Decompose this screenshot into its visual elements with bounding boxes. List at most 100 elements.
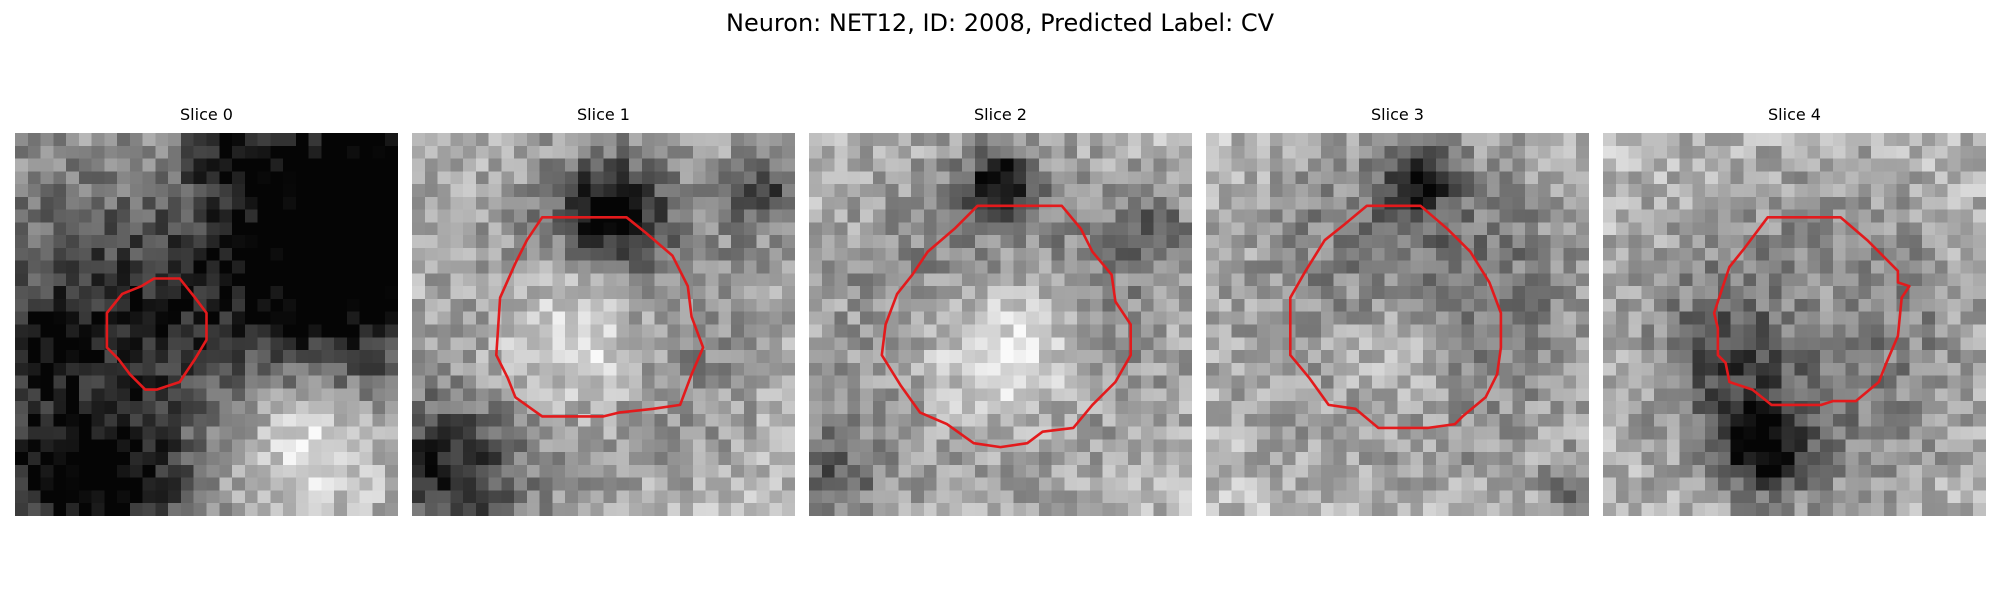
pixel bbox=[412, 350, 426, 364]
pixel bbox=[475, 426, 490, 440]
pixel bbox=[860, 298, 874, 313]
pixel bbox=[1922, 401, 1936, 415]
pixel bbox=[1934, 133, 1949, 147]
pixel bbox=[1896, 477, 1910, 492]
pixel bbox=[412, 375, 426, 389]
pixel bbox=[1692, 350, 1706, 364]
pixel bbox=[1641, 388, 1655, 402]
pixel bbox=[923, 311, 938, 326]
pixel bbox=[270, 375, 284, 389]
pixel bbox=[1423, 311, 1437, 326]
pixel bbox=[244, 311, 259, 326]
pixel bbox=[769, 247, 783, 262]
pixel bbox=[1820, 184, 1834, 198]
pixel bbox=[27, 196, 42, 211]
pixel bbox=[1166, 247, 1180, 262]
pixel bbox=[1654, 464, 1668, 479]
pixel bbox=[1896, 133, 1910, 147]
pixel bbox=[1295, 413, 1309, 428]
pixel bbox=[705, 375, 719, 389]
pixel bbox=[629, 362, 643, 377]
pixel bbox=[463, 503, 477, 516]
pixel bbox=[15, 298, 29, 313]
pixel bbox=[321, 426, 335, 440]
pixel bbox=[168, 490, 182, 504]
pixel bbox=[1768, 133, 1783, 147]
pixel bbox=[834, 171, 848, 185]
pixel bbox=[680, 350, 694, 364]
pixel bbox=[1960, 171, 1974, 185]
pixel bbox=[1832, 401, 1847, 415]
pixel bbox=[321, 350, 335, 364]
pixel bbox=[206, 158, 220, 172]
pixel bbox=[1346, 337, 1360, 351]
pixel bbox=[1499, 375, 1513, 389]
pixel bbox=[629, 350, 643, 364]
pixel bbox=[1000, 362, 1014, 377]
pixel bbox=[769, 426, 783, 440]
pixel bbox=[872, 413, 887, 428]
pixel bbox=[1832, 222, 1847, 236]
pixel bbox=[1231, 490, 1245, 504]
pixel bbox=[180, 503, 195, 516]
pixel bbox=[488, 171, 502, 185]
pixel bbox=[1435, 401, 1450, 415]
pixel bbox=[667, 490, 681, 504]
pixel bbox=[1692, 133, 1706, 147]
pixel bbox=[616, 273, 630, 287]
pixel bbox=[1641, 401, 1655, 415]
pixel bbox=[1832, 133, 1847, 147]
pixel bbox=[565, 324, 579, 338]
pixel bbox=[667, 439, 681, 453]
pixel bbox=[219, 362, 233, 377]
pixel bbox=[1308, 452, 1322, 466]
pixel bbox=[1641, 311, 1655, 326]
pixel bbox=[334, 158, 348, 172]
pixel bbox=[1231, 324, 1245, 338]
pixel bbox=[1077, 375, 1091, 389]
pixel bbox=[1102, 464, 1116, 479]
pixel bbox=[27, 273, 42, 287]
pixel bbox=[1320, 490, 1335, 504]
pixel bbox=[1244, 145, 1258, 160]
pixel bbox=[923, 273, 938, 287]
pixel bbox=[923, 401, 938, 415]
pixel bbox=[834, 158, 848, 172]
pixel bbox=[232, 464, 246, 479]
pixel bbox=[1705, 235, 1719, 249]
pixel bbox=[1883, 375, 1898, 389]
pixel bbox=[193, 222, 208, 236]
slice-svg-4 bbox=[1603, 133, 1986, 516]
pixel bbox=[1128, 452, 1142, 466]
pixel bbox=[66, 184, 80, 198]
pixel bbox=[1871, 286, 1885, 300]
pixel bbox=[346, 133, 361, 147]
pixel bbox=[1832, 247, 1847, 262]
pixel bbox=[1768, 247, 1783, 262]
pixel bbox=[1333, 196, 1348, 211]
pixel bbox=[1615, 209, 1630, 223]
pixel bbox=[412, 311, 426, 326]
pixel bbox=[949, 439, 963, 453]
pixel bbox=[1153, 171, 1168, 185]
pixel bbox=[1730, 464, 1745, 479]
pixel bbox=[1858, 133, 1872, 147]
pixel bbox=[321, 337, 335, 351]
pixel bbox=[1231, 209, 1245, 223]
pixel bbox=[334, 311, 348, 326]
pixel bbox=[1461, 286, 1475, 300]
pixel bbox=[334, 133, 348, 147]
pixel bbox=[1563, 145, 1577, 160]
pixel bbox=[219, 375, 233, 389]
pixel bbox=[987, 222, 1002, 236]
pixel bbox=[1845, 145, 1859, 160]
pixel bbox=[1922, 184, 1936, 198]
pixel bbox=[1064, 490, 1078, 504]
pixel bbox=[539, 324, 554, 338]
pixel bbox=[680, 490, 694, 504]
pixel bbox=[1026, 503, 1040, 516]
pixel bbox=[117, 235, 131, 249]
pixel bbox=[244, 196, 259, 211]
pixel bbox=[718, 158, 732, 172]
pixel bbox=[526, 452, 541, 466]
